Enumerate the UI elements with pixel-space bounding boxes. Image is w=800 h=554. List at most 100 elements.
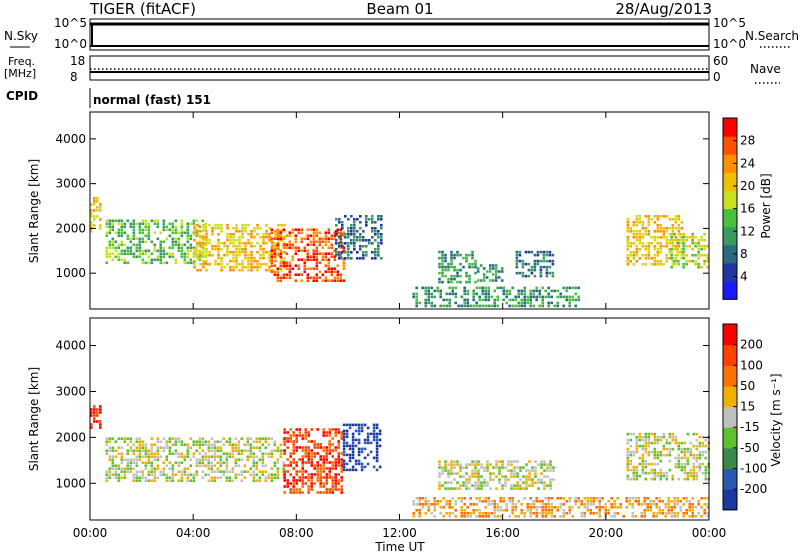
velocity-cell (369, 441, 373, 445)
power-cell (502, 289, 505, 293)
velocity-cell (549, 469, 552, 472)
power-cell (117, 222, 121, 226)
velocity-cell (677, 465, 681, 469)
power-cell (674, 257, 678, 260)
velocity-colorbar-tick-label: -100 (740, 462, 767, 476)
power-cell (670, 235, 673, 239)
power-cell (424, 304, 427, 308)
velocity-cell (111, 446, 115, 449)
power-cell (350, 233, 353, 236)
velocity-cell (177, 455, 181, 458)
velocity-cell (519, 487, 522, 490)
power-cell (339, 240, 343, 243)
power-cell (671, 227, 675, 230)
velocity-cell (363, 438, 367, 442)
velocity-cell (471, 472, 474, 475)
power-cell (315, 228, 319, 231)
velocity-cell (487, 503, 490, 506)
velocity-cell (289, 473, 292, 476)
power-cell (336, 273, 340, 276)
power-cell (685, 235, 688, 239)
velocity-cell (486, 466, 489, 469)
velocity-cell (626, 462, 630, 466)
velocity-cell (141, 455, 145, 458)
velocity-cell (510, 460, 513, 463)
power-cell (536, 262, 540, 266)
velocity-cell (295, 461, 298, 464)
power-cell (682, 238, 685, 242)
velocity-cell (307, 452, 310, 455)
velocity-cell (487, 512, 490, 515)
power-cell (327, 279, 331, 282)
power-colorbar-swatch (723, 226, 737, 246)
power-cell (484, 298, 487, 302)
power-cell (671, 260, 675, 263)
power-cell (365, 224, 368, 227)
velocity-colorbar-swatch (723, 406, 737, 428)
power-cell (359, 257, 362, 260)
power-cell (282, 276, 286, 279)
velocity-cell (703, 512, 706, 515)
power-cell (638, 257, 642, 260)
velocity-cell (273, 449, 277, 452)
velocity-cell (144, 452, 148, 455)
velocity-cell (286, 485, 289, 488)
power-cell (226, 253, 229, 257)
velocity-cell (589, 500, 592, 503)
velocity-cell (156, 458, 160, 461)
velocity-cell (610, 503, 613, 506)
power-cell (144, 240, 148, 244)
velocity-cell (159, 455, 163, 458)
power-cell (336, 228, 340, 231)
power-cell (454, 301, 457, 305)
power-cell (697, 253, 700, 257)
velocity-cell (114, 473, 118, 476)
velocity-cell (322, 461, 325, 464)
velocity-cell (484, 500, 487, 503)
power-cell (147, 237, 151, 241)
power-cell (217, 247, 220, 251)
power-cell (318, 240, 322, 243)
velocity-cell (261, 443, 265, 446)
power-cell (229, 265, 232, 269)
power-cell (524, 274, 528, 278)
power-cell (105, 219, 109, 223)
power-cell (105, 231, 109, 235)
velocity-cell (162, 467, 166, 470)
power-cell (688, 259, 691, 263)
velocity-cell (111, 437, 115, 440)
velocity-cell (535, 497, 538, 500)
power-cell (241, 247, 244, 251)
velocity-cell (153, 443, 157, 446)
velocity-cell (171, 437, 175, 440)
velocity-cell (313, 482, 316, 485)
velocity-cell (283, 464, 286, 467)
velocity-cell (501, 466, 504, 469)
power-cell (659, 227, 663, 230)
velocity-cell (658, 506, 661, 509)
power-cell (217, 262, 220, 266)
power-cell (365, 239, 368, 242)
power-cell (665, 230, 669, 233)
power-cell (547, 295, 550, 299)
power-cell (174, 237, 178, 241)
power-cell (529, 292, 532, 296)
velocity-cell (483, 469, 486, 472)
velocity-cell (348, 447, 352, 451)
power-cell (685, 262, 688, 266)
power-cell (244, 247, 247, 251)
velocity-cell (549, 481, 552, 484)
power-cell (276, 234, 280, 237)
velocity-cell (258, 470, 262, 473)
velocity-cell (375, 450, 379, 454)
power-cell (202, 259, 205, 263)
velocity-cell (441, 469, 444, 472)
power-cell (294, 240, 298, 243)
velocity-cell (674, 456, 678, 460)
velocity-cell (195, 449, 199, 452)
velocity-cell (171, 476, 175, 479)
velocity-cell (592, 503, 595, 506)
power-cell (120, 258, 124, 262)
velocity-cell (424, 503, 427, 506)
velocity-cell (641, 456, 645, 460)
